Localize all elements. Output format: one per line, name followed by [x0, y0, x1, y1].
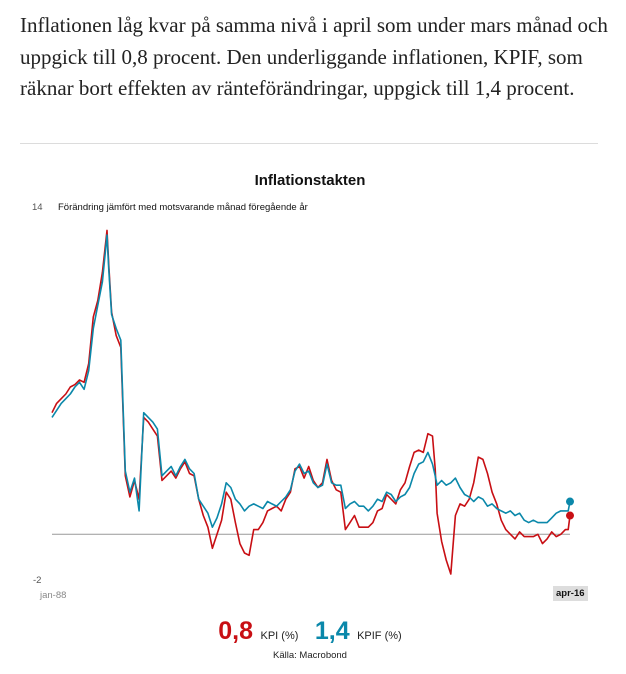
- divider: [20, 143, 598, 144]
- chart-title: Inflationstakten: [254, 172, 366, 189]
- end-point-kpif: [566, 497, 574, 506]
- legend-kpi-value: 0,8: [218, 617, 254, 645]
- article-paragraph: Inflationen låg kvar på samma nivå i apr…: [20, 13, 608, 100]
- legend: 0,8 KPI (%) 1,4 KPIF (%): [0, 617, 620, 646]
- legend-kpif-label: KPIF (%): [357, 630, 402, 642]
- source-note: Källa: Macrobond: [273, 650, 347, 661]
- y-tick-label-bottom: -2: [33, 575, 42, 586]
- series-layer: [51, 229, 574, 575]
- legend-kpif-value: 1,4: [314, 617, 350, 645]
- chart-subtitle: Förändring jämfört med motsvarande månad…: [58, 202, 308, 213]
- series-line-kpif: [51, 234, 571, 528]
- x-tick-label-end: apr-16: [553, 586, 588, 601]
- legend-kpi-label: KPI (%): [260, 630, 299, 642]
- y-tick-label-top: 14: [32, 202, 43, 213]
- x-tick-label-start: jan-88: [40, 590, 67, 601]
- series-line-kpi: [51, 229, 571, 575]
- end-point-kpi: [566, 511, 574, 520]
